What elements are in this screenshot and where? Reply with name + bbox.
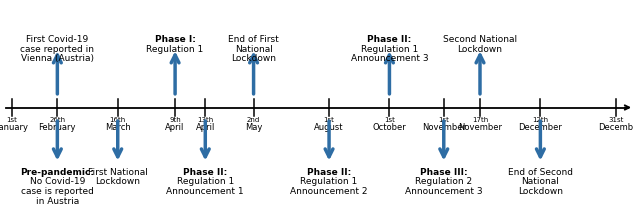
Text: December: December	[518, 123, 563, 132]
Text: May: May	[245, 123, 262, 132]
Text: Phase II:: Phase II:	[367, 35, 412, 44]
Text: case reported in: case reported in	[20, 45, 94, 54]
Text: End of Second: End of Second	[508, 168, 573, 177]
Text: 2nd: 2nd	[247, 117, 260, 123]
Text: in Austria: in Austria	[36, 197, 79, 206]
Text: Lockdown: Lockdown	[518, 187, 563, 196]
Text: Regulation 1: Regulation 1	[147, 45, 204, 54]
Text: Lockdown: Lockdown	[458, 45, 502, 54]
Text: Vienna (Austria): Vienna (Austria)	[21, 54, 94, 63]
Text: Decemb: Decemb	[598, 123, 634, 132]
Text: 1st: 1st	[384, 117, 395, 123]
Text: March: March	[105, 123, 131, 132]
Text: National: National	[235, 45, 273, 54]
Text: Pre-pandemic:: Pre-pandemic:	[20, 168, 94, 177]
Text: Phase II:: Phase II:	[307, 168, 351, 177]
Text: End of First: End of First	[228, 35, 279, 44]
Text: Announcement 3: Announcement 3	[405, 187, 483, 196]
Text: Regulation 1: Regulation 1	[361, 45, 418, 54]
Text: Announcement 3: Announcement 3	[351, 54, 428, 63]
Text: October: October	[372, 123, 406, 132]
Text: 1st: 1st	[324, 117, 335, 123]
Text: January: January	[0, 123, 28, 132]
Text: Announcement 1: Announcement 1	[166, 187, 244, 196]
Text: 1st: 1st	[438, 117, 449, 123]
Text: 1st: 1st	[6, 117, 17, 123]
Text: 26th: 26th	[49, 117, 65, 123]
Text: First National: First National	[88, 168, 148, 177]
Text: February: February	[38, 123, 76, 132]
Text: case is reported: case is reported	[21, 187, 94, 196]
Text: Regulation 1: Regulation 1	[177, 177, 234, 186]
Text: April: April	[165, 123, 185, 132]
Text: 17th: 17th	[472, 117, 488, 123]
Text: No Covid-19: No Covid-19	[29, 177, 85, 186]
Text: Lockdown: Lockdown	[231, 54, 276, 63]
Text: Regulation 1: Regulation 1	[300, 177, 358, 186]
Text: 13th: 13th	[197, 117, 213, 123]
Text: Second National: Second National	[443, 35, 517, 44]
Text: First Covid-19: First Covid-19	[26, 35, 88, 44]
Text: 9th: 9th	[169, 117, 181, 123]
Text: Phase II:: Phase II:	[183, 168, 227, 177]
Text: Phase III:: Phase III:	[420, 168, 468, 177]
Text: November: November	[422, 123, 466, 132]
Text: National: National	[522, 177, 559, 186]
Text: Announcement 2: Announcement 2	[291, 187, 368, 196]
Text: Regulation 2: Regulation 2	[415, 177, 472, 186]
Text: 12th: 12th	[532, 117, 548, 123]
Text: April: April	[196, 123, 215, 132]
Text: November: November	[458, 123, 502, 132]
Text: Lockdown: Lockdown	[95, 177, 140, 186]
Text: 16th: 16th	[109, 117, 126, 123]
Text: 31st: 31st	[608, 117, 623, 123]
Text: August: August	[314, 123, 344, 132]
Text: Phase I:: Phase I:	[155, 35, 196, 44]
